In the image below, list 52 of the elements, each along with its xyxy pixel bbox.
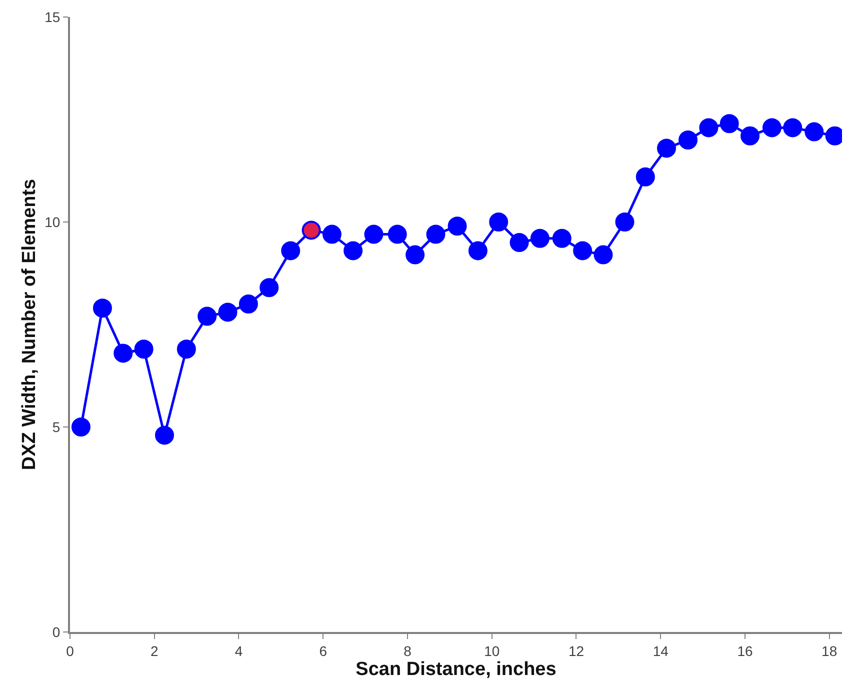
- point: [426, 224, 446, 244]
- y-tick-label: 10: [44, 214, 60, 230]
- point: [720, 114, 739, 134]
- point: [552, 228, 572, 248]
- x-tick-label: 8: [404, 642, 412, 659]
- point: [71, 418, 90, 436]
- point: [198, 306, 217, 326]
- point: [530, 228, 550, 248]
- x-tick-label: 6: [319, 642, 328, 659]
- point: [510, 233, 529, 252]
- point: [260, 278, 279, 298]
- point: [615, 212, 634, 232]
- point: [699, 118, 718, 138]
- point: [238, 294, 258, 314]
- point: [134, 340, 154, 359]
- point: [636, 167, 655, 186]
- point: [388, 224, 407, 244]
- x-tick-label: 14: [652, 642, 669, 659]
- point: [804, 122, 824, 142]
- point: [489, 212, 508, 232]
- point: [218, 302, 238, 322]
- point: [114, 344, 133, 363]
- x-tick-label: 18: [822, 642, 838, 659]
- point: [322, 224, 342, 244]
- point: [468, 241, 488, 260]
- x-tick-label: 16: [737, 642, 753, 659]
- point: [176, 340, 196, 359]
- point: [740, 126, 760, 146]
- point: [344, 241, 363, 260]
- point: [406, 245, 425, 264]
- point: [92, 298, 112, 318]
- x-tick-label: 10: [484, 642, 500, 659]
- point: [762, 118, 782, 138]
- point: [594, 245, 613, 264]
- point: [783, 118, 802, 138]
- point: [678, 130, 698, 150]
- x-tick-label: 2: [150, 642, 158, 659]
- point: [155, 426, 174, 445]
- point: [364, 224, 384, 244]
- point: [302, 220, 321, 240]
- x-tick-label: 4: [234, 642, 243, 659]
- x-axis-title: Scan Distance, inches: [356, 659, 556, 680]
- y-tick-label: 0: [52, 624, 60, 640]
- y-axis-title: DXZ Width, Number of Elements: [18, 178, 40, 470]
- x-tick-label: 0: [66, 642, 74, 659]
- point: [448, 216, 467, 236]
- y-tick-label: 5: [52, 418, 60, 435]
- point: [657, 138, 676, 158]
- point: [573, 241, 592, 260]
- point: [281, 241, 300, 260]
- y-tick-label: 15: [44, 8, 60, 25]
- x-tick-label: 12: [568, 642, 584, 659]
